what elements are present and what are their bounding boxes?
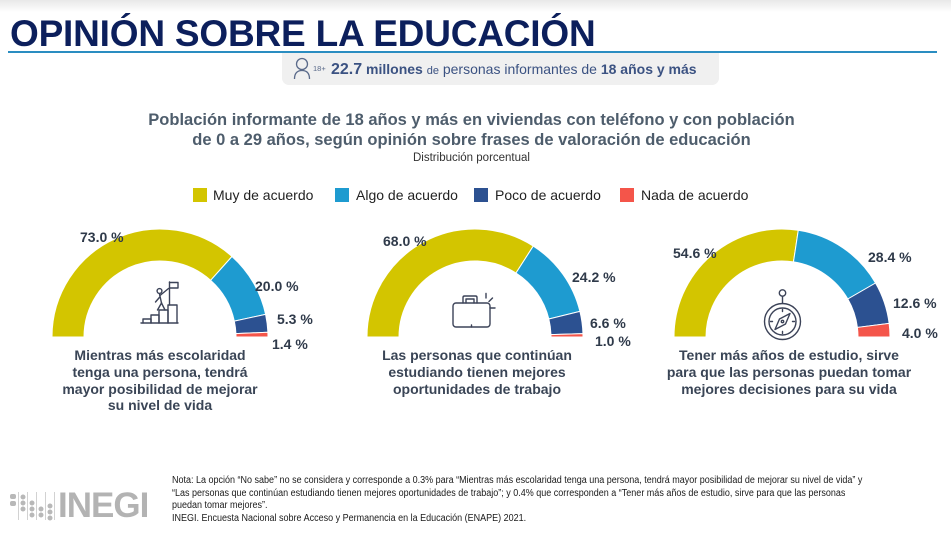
badge-age-tag: 18+ xyxy=(313,64,326,73)
gauge-2-caption: Las personas que continúan estudiando ti… xyxy=(356,347,598,397)
gauge-1-label-nada: 1.4 % xyxy=(272,336,308,352)
footnote: Nota: La opción “No sabe” no se consider… xyxy=(172,475,862,526)
inegi-logo-text: INEGI xyxy=(58,486,149,525)
footnote-line: Nota: La opción “No sabe” no se consider… xyxy=(172,475,863,486)
gauge-segment-algo-de-acuerdo xyxy=(792,229,877,300)
page-title: OPINIÓN SOBRE LA EDUCACIÓN xyxy=(10,13,596,54)
footnote-line: “Las personas que continúan estudiando t… xyxy=(172,487,846,499)
gauge-1-label-poco: 5.3 % xyxy=(277,311,313,327)
badge-unit: millones xyxy=(366,61,423,77)
chart-title-line-1: Población informante de 18 años y más en… xyxy=(148,111,795,129)
inegi-logo: INEGI xyxy=(8,488,158,524)
badge-highlight: 18 años y más xyxy=(600,61,697,77)
source-line: INEGI. Encuesta Nacional sobre Acceso y … xyxy=(172,513,527,525)
gauge-1-segments xyxy=(51,228,269,338)
gauge-2-caption-line: estudiando tienen mejores xyxy=(388,363,566,380)
gauge-chart-3: 54.6 % 28.4 % 12.6 % 4.0 % xyxy=(673,228,938,341)
badge-text: 22.7 millones de personas informantes de… xyxy=(331,53,697,85)
gauge-1-caption: Mientras más escolaridad tenga una perso… xyxy=(39,347,281,414)
gauge-segment-nada-de-acuerdo xyxy=(856,322,891,338)
gauge-1-caption-line: mayor posibilidad de mejorar xyxy=(62,380,258,397)
chart-title: Población informante de 18 años y más en… xyxy=(0,110,943,150)
legend-swatch-poco-de-acuerdo xyxy=(474,188,488,202)
gauge-3-caption-line: mejores decisiones para su vida xyxy=(681,380,897,397)
gauge-3-segments xyxy=(673,228,891,338)
legend-label-algo-de-acuerdo: Algo de acuerdo xyxy=(356,187,458,203)
title-underline xyxy=(8,51,937,53)
gauge-3-label-algo: 28.4 % xyxy=(868,249,912,265)
footnote-line: puedan tomar mejores”. xyxy=(172,500,268,512)
gauge-3-label-nada: 4.0 % xyxy=(902,325,938,341)
gauge-1-caption-line: Mientras más escolaridad xyxy=(74,347,246,363)
compass-icon xyxy=(763,289,802,341)
gauge-3-caption: Tener más años de estudio, sirve para qu… xyxy=(658,347,920,397)
top-shade xyxy=(0,0,951,12)
gauge-3-caption-line: Tener más años de estudio, sirve xyxy=(679,347,899,363)
gauge-2-label-muy: 68.0 % xyxy=(383,233,427,249)
gauge-3-caption-line: para que las personas puedan tomar xyxy=(666,363,912,380)
gauge-1-label-algo: 20.0 % xyxy=(255,278,299,294)
badge-connector: de xyxy=(426,65,439,77)
legend-swatch-algo-de-acuerdo xyxy=(335,188,349,202)
gauge-3-label-poco: 12.6 % xyxy=(893,295,937,311)
gauge-2-label-algo: 24.2 % xyxy=(572,269,616,285)
gauge-2-label-nada: 1.0 % xyxy=(595,333,631,349)
gauge-3-label-muy: 54.6 % xyxy=(673,245,717,261)
gauge-1-label-muy: 73.0 % xyxy=(80,229,124,245)
population-badge: 18+ 22.7 millones de personas informante… xyxy=(282,53,719,85)
chart-title-line-2: de 0 a 29 años, según opinión sobre fras… xyxy=(192,131,751,149)
gauge-2-label-poco: 6.6 % xyxy=(590,315,626,331)
gauge-2-segments xyxy=(366,228,584,338)
gauge-2-caption-line: Las personas que continúan xyxy=(382,347,572,363)
gauge-2-caption-line: oportunidades de trabajo xyxy=(392,380,561,397)
gauge-1-caption-line: su nivel de vida xyxy=(107,397,213,414)
inegi-dots-logo-icon xyxy=(10,492,55,521)
gauge-charts: 73.0 % 20.0 % 5.3 % 1.4 % 68.0 % 24.2 % … xyxy=(51,228,938,352)
badge-value: 22.7 xyxy=(331,61,363,78)
gauge-segment-nada-de-acuerdo xyxy=(235,331,269,338)
gauge-segment-muy-de-acuerdo xyxy=(51,228,233,338)
legend-label-muy-de-acuerdo: Muy de acuerdo xyxy=(213,187,314,203)
climber-flag-icon xyxy=(140,281,179,324)
legend-label-poco-de-acuerdo: Poco de acuerdo xyxy=(495,187,601,203)
chart-subtitle: Distribución porcentual xyxy=(413,152,530,164)
gauge-1-caption-line: tenga una persona, tendrá xyxy=(72,363,248,380)
badge-description: personas informantes de xyxy=(442,61,597,77)
gauge-chart-2: 68.0 % 24.2 % 6.6 % 1.0 % xyxy=(366,228,631,349)
person-18plus-icon xyxy=(293,57,311,80)
gauge-chart-1: 73.0 % 20.0 % 5.3 % 1.4 % xyxy=(51,228,313,352)
legend-label-nada-de-acuerdo: Nada de acuerdo xyxy=(641,187,749,203)
gauge-segment-nada-de-acuerdo xyxy=(550,333,584,338)
legend-swatch-nada-de-acuerdo xyxy=(620,188,634,202)
legend-swatch-muy-de-acuerdo xyxy=(193,188,207,202)
briefcase-icon xyxy=(452,292,496,328)
